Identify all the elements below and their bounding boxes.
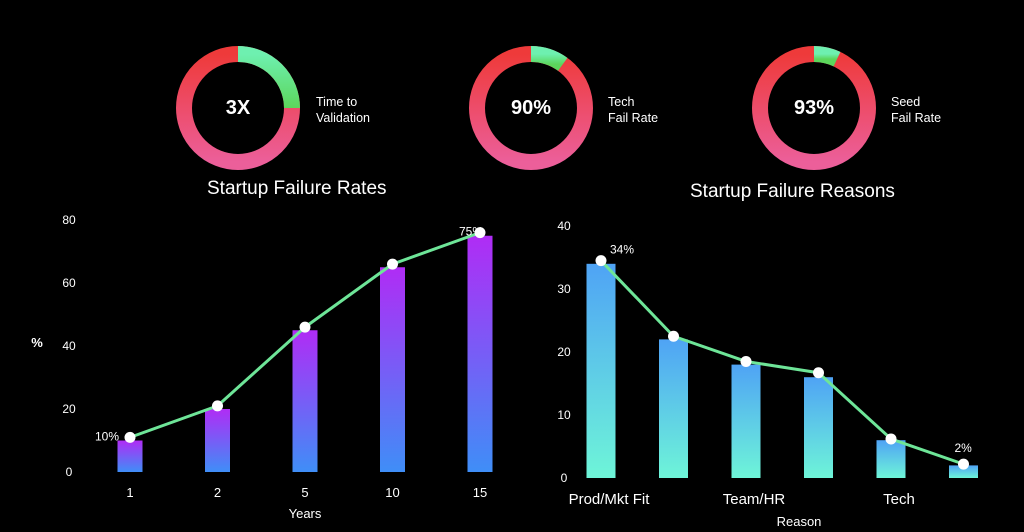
y-tick-label: 0 [561, 471, 568, 485]
gauge-ring [469, 46, 593, 170]
bar [804, 377, 833, 478]
x-tick-label: 10 [385, 485, 399, 500]
data-point [595, 255, 607, 267]
data-point [124, 431, 136, 443]
data-label: 34% [610, 243, 634, 257]
bar [292, 330, 318, 472]
gauge-label-line2: Fail Rate [891, 111, 942, 125]
data-label: 10% [95, 429, 119, 443]
data-point [740, 355, 752, 367]
trend-line [599, 259, 964, 466]
y-tick-label: 0 [66, 465, 73, 479]
bar [467, 235, 493, 472]
y-tick-label: 30 [557, 282, 571, 296]
gauge-tech-fail-rate: 90% [467, 44, 595, 172]
gauge-fill-arc [813, 46, 841, 67]
title-startup-failure-rates: Startup Failure Rates [207, 178, 387, 199]
gauge-ring [176, 46, 300, 170]
bar [659, 339, 688, 478]
data-point [813, 367, 824, 379]
gauge-label-line1: Seed [891, 95, 921, 109]
gauge-label-line1: Time to [316, 95, 358, 109]
gauge-value: 3X [225, 96, 251, 119]
bar [949, 465, 978, 478]
y-tick-label: 40 [557, 219, 571, 233]
x-tick-label: 15 [473, 485, 487, 500]
bar [117, 440, 143, 472]
y-tick-label: 10 [557, 408, 571, 422]
gauge-value: 90% [510, 96, 552, 119]
y-tick-label: 80 [62, 213, 76, 227]
data-point [474, 227, 486, 239]
data-label: 75% [459, 225, 483, 239]
bar [731, 364, 761, 478]
gauge-time-to-validation: 3X [174, 44, 302, 172]
y-tick-label: 60 [62, 276, 76, 290]
title-startup-failure-reasons: Startup Failure Reasons [690, 181, 895, 202]
bar [876, 440, 906, 478]
gauge-ring [752, 46, 876, 170]
x-tick-label: Tech [883, 491, 915, 508]
data-point [212, 400, 223, 412]
x-axis-label: Years [289, 506, 322, 521]
gauge-label-line1: Tech [608, 95, 635, 109]
gauge-label-seed-fail-rate: Seed Fail Rate [891, 94, 941, 126]
gauge-fill-arc [237, 46, 300, 109]
y-tick-label: 40 [62, 339, 76, 353]
bar [586, 263, 616, 478]
data-point [668, 330, 679, 342]
gauge-label-line2: Validation [316, 111, 370, 125]
y-axis-label: % [31, 335, 43, 350]
gauge-value: 93% [793, 96, 835, 119]
gauge-seed-fail-rate: 93% [750, 44, 878, 172]
x-tick-label: 1 [126, 485, 133, 500]
bar [380, 267, 405, 472]
data-point [387, 258, 398, 270]
data-point [299, 321, 311, 333]
x-tick-label: Team/HR [723, 491, 786, 508]
x-tick-label: 2 [214, 485, 221, 500]
y-tick-label: 20 [557, 345, 571, 359]
x-tick-label: 5 [301, 485, 308, 500]
gauge-label-tech-fail-rate: Tech Fail Rate [608, 94, 658, 126]
gauge-label-line2: Fail Rate [608, 111, 659, 125]
gauge-fill-arc [530, 46, 568, 72]
data-point [885, 433, 897, 445]
y-tick-label: 20 [62, 402, 76, 416]
data-point [958, 458, 969, 470]
x-axis-label: Reason [777, 514, 822, 529]
bar [205, 409, 230, 472]
gauge-label-time-to-validation: Time to Validation [316, 94, 370, 126]
x-tick-label: Prod/Mkt Fit [569, 491, 651, 508]
data-label: 2% [955, 441, 973, 455]
